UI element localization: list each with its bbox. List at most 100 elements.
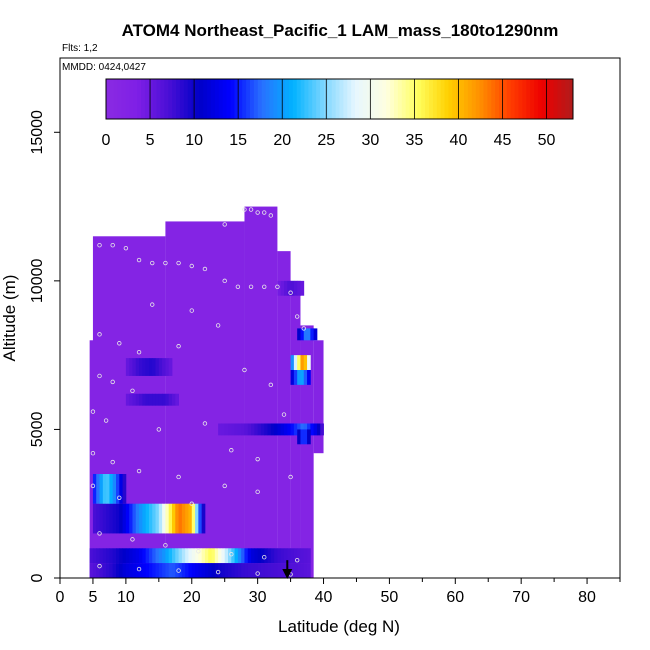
data-point: [248, 284, 254, 289]
colorbar-cell: [351, 79, 356, 119]
colorbar-cell: [339, 79, 344, 119]
heatmap-cell: [313, 328, 318, 341]
heatmap-cell: [241, 423, 245, 436]
heatmap-cell: [132, 358, 137, 376]
heatmap-cell: [234, 423, 239, 436]
heatmap-cell: [244, 423, 249, 436]
heatmap-cell: [185, 563, 189, 578]
x-tick-label: 10: [117, 589, 135, 606]
data-point: [202, 266, 208, 272]
heatmap-cell: [313, 423, 318, 436]
heatmap-cell: [92, 563, 97, 578]
heatmap-cell: [116, 474, 120, 504]
colorbar-cell: [125, 79, 130, 119]
colorbar-cell: [148, 79, 154, 119]
heatmap-cell: [221, 563, 226, 578]
heatmap-cell: [287, 423, 291, 436]
heatmap-cell: [165, 548, 170, 564]
colorbar-cell: [230, 79, 235, 119]
colorbar-cell: [479, 79, 484, 119]
heatmap-cell: [303, 355, 308, 370]
colorbar-cell: [312, 79, 317, 119]
heatmap-cell: [181, 548, 186, 564]
heatmap-cell: [280, 280, 285, 296]
colorbar-cell: [211, 79, 216, 119]
heatmap-cell: [254, 548, 259, 564]
colorbar-cell: [374, 79, 379, 119]
heatmap-cell: [234, 548, 239, 564]
heatmap-cell: [290, 423, 295, 436]
colorbar-cell: [393, 79, 399, 119]
data-point: [255, 571, 260, 576]
colorbar-cell: [355, 79, 360, 119]
heatmap-cell: [139, 358, 143, 376]
heatmap-cell: [155, 548, 160, 564]
colorbar-cell: [176, 79, 181, 119]
colorbar-cell: [444, 79, 449, 119]
data-point: [262, 555, 267, 560]
heatmap-cell: [254, 423, 259, 436]
colorbar-cell: [502, 79, 508, 119]
heatmap-cell: [125, 503, 130, 534]
heatmap-cell: [116, 548, 120, 564]
data-point: [229, 448, 234, 453]
colorbar-cell: [448, 79, 453, 119]
data-point: [268, 382, 274, 388]
heatmap-cell: [172, 548, 176, 564]
data-point: [222, 278, 227, 284]
data-point: [235, 284, 241, 289]
heatmap-cell: [158, 563, 163, 578]
colorbar-cell: [238, 79, 243, 119]
colorbar-cell: [222, 79, 228, 119]
data-point: [229, 552, 234, 557]
heatmap-cell: [303, 328, 308, 341]
heatmap-cell: [303, 429, 308, 445]
heatmap-layer: [89, 206, 324, 578]
heatmap-cell: [132, 393, 137, 406]
heatmap-cell: [125, 548, 130, 564]
colorbar-cell: [308, 79, 313, 119]
heatmap-cell: [135, 393, 140, 406]
heatmap-cell: [257, 548, 262, 564]
colorbar-cell: [530, 79, 535, 119]
colorbar-cell: [347, 79, 352, 119]
heatmap-cell: [264, 548, 268, 564]
heatmap-cell: [284, 423, 288, 436]
data-point: [255, 456, 260, 462]
heatmap-cell: [290, 563, 295, 578]
heatmap-cell: [119, 503, 123, 534]
heatmap-cell: [106, 474, 110, 504]
heatmap-cell: [132, 548, 137, 564]
colorbar-cell: [246, 79, 251, 119]
heatmap-cell: [297, 370, 301, 385]
heatmap-cell: [152, 393, 156, 406]
heatmap-cell: [155, 503, 160, 534]
colorbar-cell: [362, 79, 368, 119]
y-tick-label: 15000: [29, 110, 46, 155]
heatmap-band: [89, 563, 311, 578]
heatmap-cell: [228, 423, 232, 436]
colorbar-cell: [160, 79, 165, 119]
plot-frame: [59, 57, 621, 579]
y-axis-label: Altitude (m): [0, 275, 19, 362]
colorbar-cell: [429, 79, 434, 119]
heatmap-cell: [129, 548, 133, 564]
heatmap-cell: [188, 503, 193, 534]
heatmap-band: [297, 328, 318, 341]
heatmap-cell: [224, 548, 229, 564]
heatmap-cell: [145, 503, 150, 534]
colorbar-cell: [109, 79, 115, 119]
heatmap-cell: [89, 563, 94, 578]
colorbar-tick-label: 45: [494, 132, 512, 149]
x-tick-label: 20: [183, 589, 201, 606]
heatmap-cell: [125, 563, 130, 578]
colorbar-cell: [491, 79, 496, 119]
colorbar-cell: [541, 79, 547, 119]
heatmap-cell: [224, 563, 229, 578]
colorbar-cell: [335, 79, 340, 119]
heatmap-cell: [303, 563, 308, 578]
data-point: [275, 284, 280, 289]
colorbar-cell: [172, 79, 177, 119]
chart-title: ATOM4 Northeast_Pacific_1 LAM_mass_180to…: [122, 21, 559, 40]
data-point: [110, 459, 115, 465]
